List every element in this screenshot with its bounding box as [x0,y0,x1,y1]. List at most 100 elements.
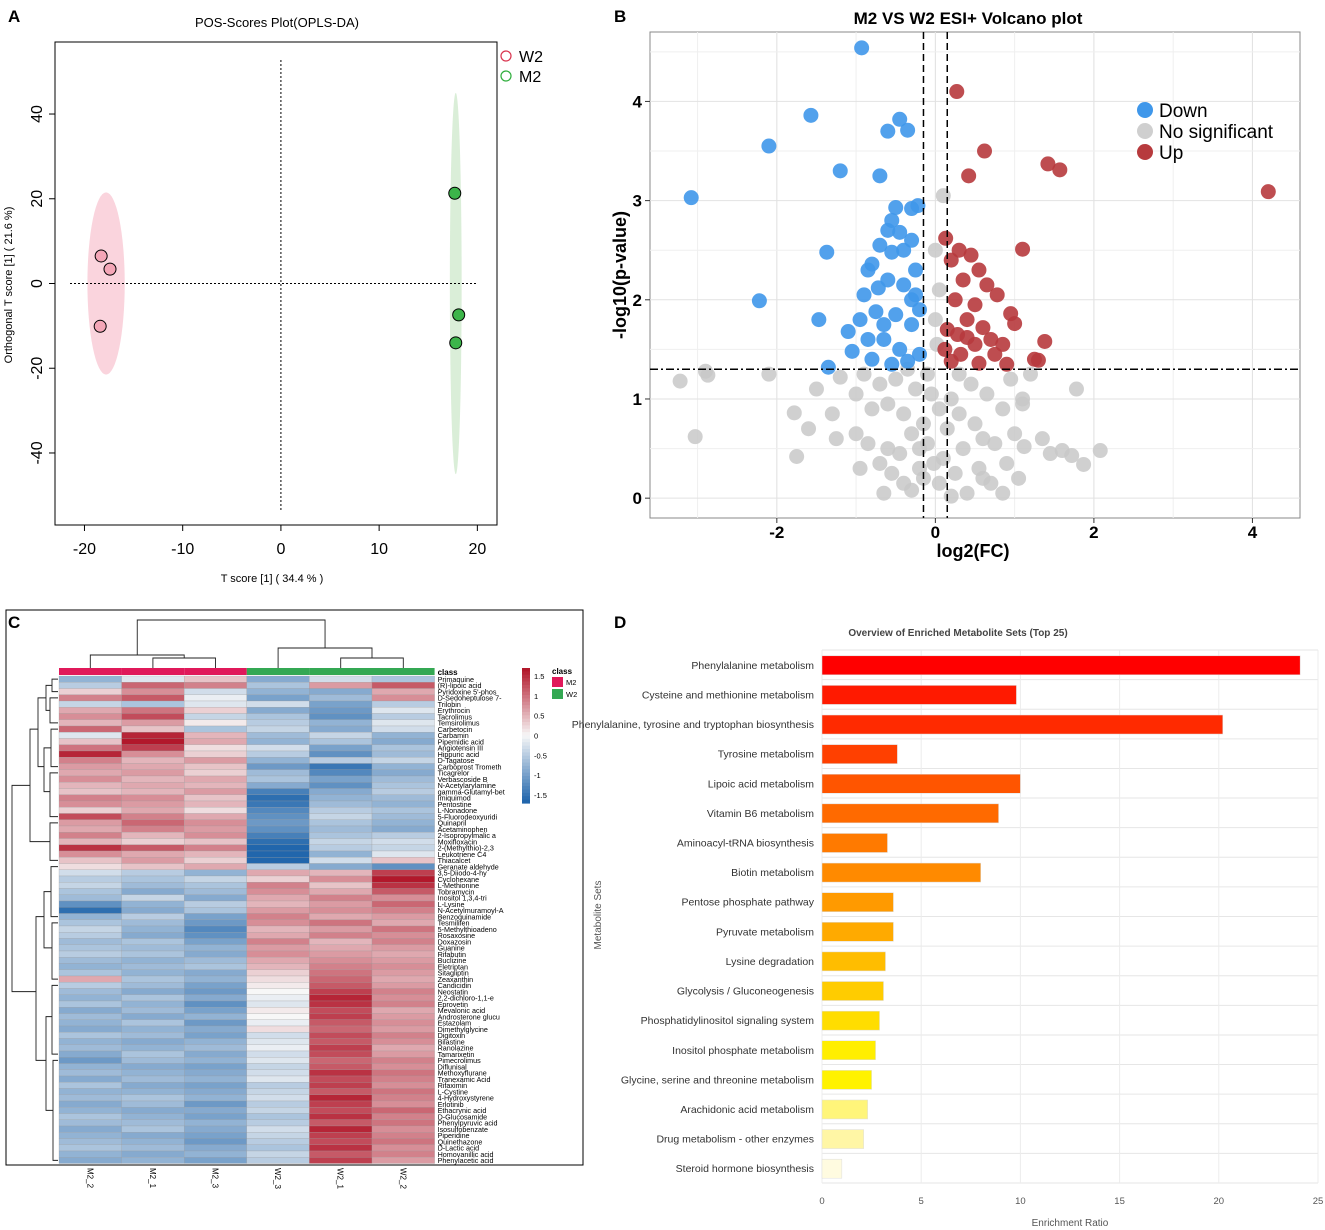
heatmap-cell [58,738,122,745]
heatmap-cell [121,938,185,945]
heatmap-cell [246,719,310,727]
heatmap-cell [184,1150,247,1158]
volcano-point-down [844,343,860,359]
class-legend-swatch-w2 [552,689,563,699]
heatmap-cell [309,994,373,1002]
row-label: Primaquine [438,675,474,684]
heatmap-cell [309,788,373,795]
row-label: Tacrolimus [438,712,473,721]
volcano-point-ns [828,431,844,447]
heatmap-cell [371,763,435,770]
panel-b-ylabel: -log10(p-value) [610,211,630,339]
row-label: Methoxyflurane [438,1069,487,1078]
heatmap-cell [184,982,247,989]
row-dendrogram-branch [51,984,58,1055]
heatmap-cell [121,738,185,745]
volcano-point-ns [912,441,928,457]
heatmap-cell [371,1050,435,1058]
color-scale-segment [522,732,530,737]
heatmap-cell [184,744,247,752]
heatmap-cell [58,863,122,870]
heatmap-cell [121,882,185,889]
heatmap-cell [121,963,185,970]
color-scale-segment [522,688,530,693]
heatmap-cell [58,1119,122,1127]
heatmap-cell [184,719,247,727]
volcano-point-up [1030,352,1046,368]
heatmap-cell [184,675,247,683]
heatmap-cell [184,1125,247,1133]
heatmap-cell [58,1100,122,1108]
heatmap-cell [121,944,185,952]
heatmap-cell [309,925,373,933]
volcano-point-up [971,262,987,278]
heatmap-cell [371,769,435,777]
heatmap-cell [58,744,122,752]
heatmap-cell [121,744,185,752]
heatmap-cell [246,1032,310,1039]
heatmap-cell [184,1100,247,1108]
class-legend-label-w2: W2 [566,690,577,699]
heatmap-cell [58,1113,122,1120]
heatmap-cell [371,982,435,989]
heatmap-cell [184,713,247,720]
x-tick-label: 25 [1313,1196,1324,1207]
volcano-point-up [1037,333,1053,349]
legend-marker-up [1137,144,1153,160]
heatmap-cell [371,1125,435,1133]
heatmap-cell [309,719,373,727]
heatmap-cell [184,925,247,933]
row-label: Inositol 1,3,4-tri [438,894,488,903]
heatmap-cell [309,744,373,752]
heatmap-cell [58,807,122,814]
color-scale-segment [522,684,530,689]
class-legend-swatch-m2 [552,677,563,687]
heatmap-cell [58,838,122,845]
heatmap-cell [371,1075,435,1083]
heatmap-cell [246,807,310,814]
color-scale-segment [522,749,530,753]
heatmap-cell [371,1044,435,1052]
heatmap-cell [121,1132,185,1139]
heatmap-cell [58,844,122,852]
heatmap-cell [309,1032,373,1039]
enrichment-bar [821,744,898,764]
heatmap-cell [58,950,122,958]
heatmap-cell [121,732,185,739]
heatmap-cell [309,800,373,808]
row-label: Tobramycin [438,887,475,896]
row-label: N-Acetylmuramoyl-A [438,906,504,915]
heatmap-cell [184,775,247,783]
row-label: D-Lactic acid [438,1144,480,1153]
color-scale-segment [522,681,530,686]
heatmap-cell [371,744,435,752]
volcano-point-ns [801,421,817,437]
heatmap-cell [246,700,310,708]
heatmap-cell [121,1113,185,1120]
category-label: Phenylalanine metabolism [691,660,814,672]
row-label: 3,5-Diiodo-4-hy [438,869,488,878]
heatmap-cell [121,844,185,852]
heatmap-cell [309,738,373,745]
class-bar-cell [372,668,435,675]
class-bar-cell [59,668,122,675]
volcano-point-ns [872,376,888,392]
heatmap-cell [184,994,247,1002]
volcano-point-ns [951,366,967,382]
heatmap-cell [309,825,373,833]
heatmap-cell [309,1100,373,1108]
panel-b-title: M2 VS W2 ESI+ Volcano plot [854,9,1083,28]
heatmap-cell [246,994,310,1002]
volcano-point-ns [761,366,777,382]
volcano-point-down [904,317,920,333]
heatmap-cell [184,1007,247,1014]
heatmap-cell [309,1019,373,1027]
heatmap-cell [58,707,122,714]
legend-label-up: Up [1159,143,1183,164]
x-tick-label: -20 [73,541,96,558]
volcano-point-up [999,356,1015,372]
heatmap-cell [246,1125,310,1133]
heatmap-cell [246,1025,310,1033]
y-tick-label: 0 [29,279,46,288]
row-label: Guanine [438,944,465,953]
